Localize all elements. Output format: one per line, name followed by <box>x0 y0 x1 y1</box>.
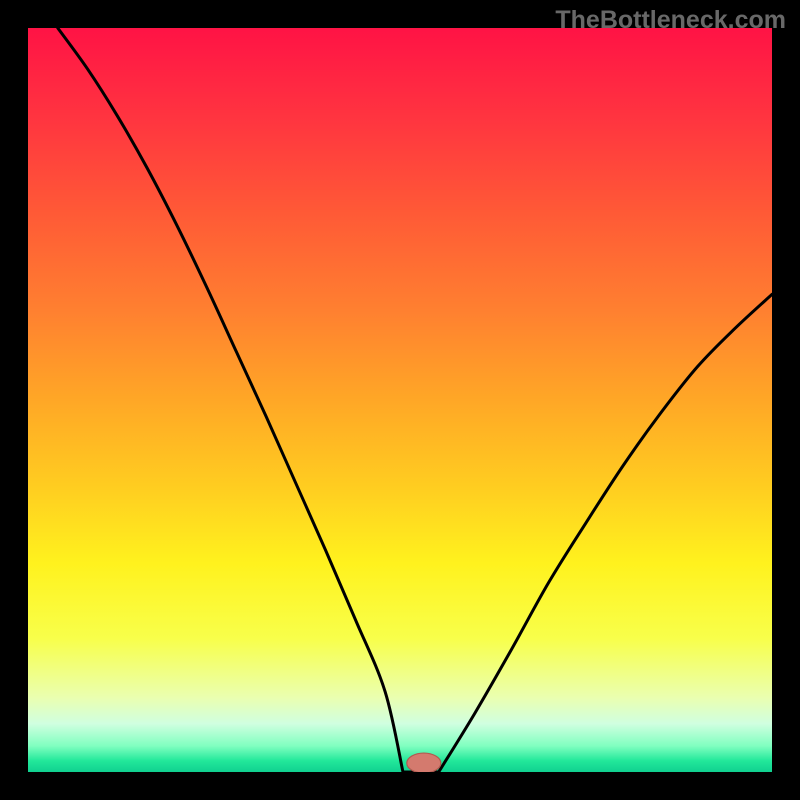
minimum-marker <box>407 753 441 772</box>
watermark-text: TheBottleneck.com <box>555 6 786 35</box>
plot-area <box>28 28 772 772</box>
gradient-background <box>28 28 772 772</box>
chart-svg <box>28 28 772 772</box>
chart-frame: TheBottleneck.com <box>0 0 800 800</box>
